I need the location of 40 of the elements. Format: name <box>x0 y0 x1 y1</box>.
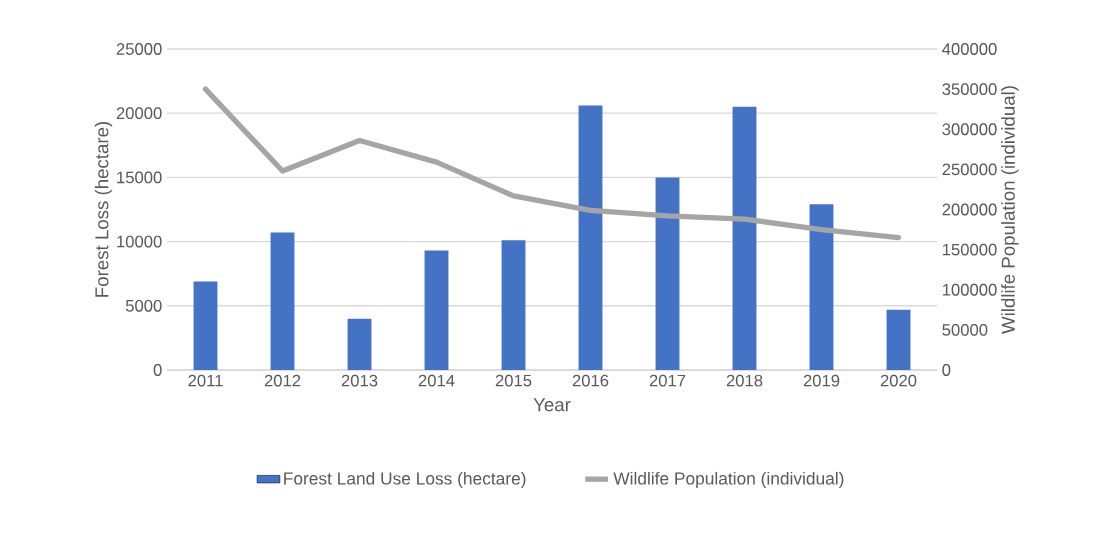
x-axis-title: Year <box>533 398 571 412</box>
y-tick-label: 0 <box>153 364 162 376</box>
x-tick-label: 2017 <box>649 374 686 387</box>
bar <box>578 105 603 370</box>
legend-label: Forest Land Use Loss (hectare) <box>284 471 526 489</box>
y2-tick-label: 200000 <box>942 203 997 216</box>
bar <box>809 204 834 370</box>
y2-tick-label: 100000 <box>942 283 997 296</box>
bar <box>886 309 911 370</box>
bar <box>424 250 449 370</box>
y2-tick-label: 250000 <box>942 163 997 176</box>
y2-tick-label: 50000 <box>942 323 988 336</box>
y-tick-label: 10000 <box>117 235 162 248</box>
bar <box>347 318 372 370</box>
y-tick-label: 15000 <box>117 171 162 184</box>
legend-label: Wildlife Population (individual) <box>613 471 844 489</box>
y2-tick-label: 0 <box>942 364 951 376</box>
x-tick-label: 2015 <box>495 374 532 387</box>
y2-tick-label: 150000 <box>942 243 997 256</box>
x-tick-label: 2019 <box>803 374 840 387</box>
x-tick-label: 2012 <box>264 374 301 387</box>
y-tick-label: 5000 <box>125 299 162 312</box>
bar <box>655 177 680 370</box>
x-tick-label: 2016 <box>572 374 609 387</box>
y2-tick-label: 300000 <box>942 123 997 136</box>
x-tick-label: 2014 <box>418 374 455 387</box>
bar <box>193 281 218 370</box>
x-tick-label: 2020 <box>880 374 917 387</box>
y-axis-title: Forest Loss (hectare) <box>94 121 113 297</box>
y2-axis-title: Wildlife Population (individual) <box>1001 86 1019 334</box>
bar <box>270 232 295 370</box>
y2-tick-label: 400000 <box>942 43 997 55</box>
y2-tick-label: 350000 <box>942 83 997 96</box>
x-tick-label: 2018 <box>726 374 763 387</box>
y-tick-label: 25000 <box>116 43 162 55</box>
y-tick-label: 20000 <box>116 107 162 120</box>
x-tick-label: 2011 <box>188 374 223 387</box>
x-tick-label: 2013 <box>341 374 378 387</box>
bar <box>732 106 757 370</box>
bar <box>501 240 526 370</box>
